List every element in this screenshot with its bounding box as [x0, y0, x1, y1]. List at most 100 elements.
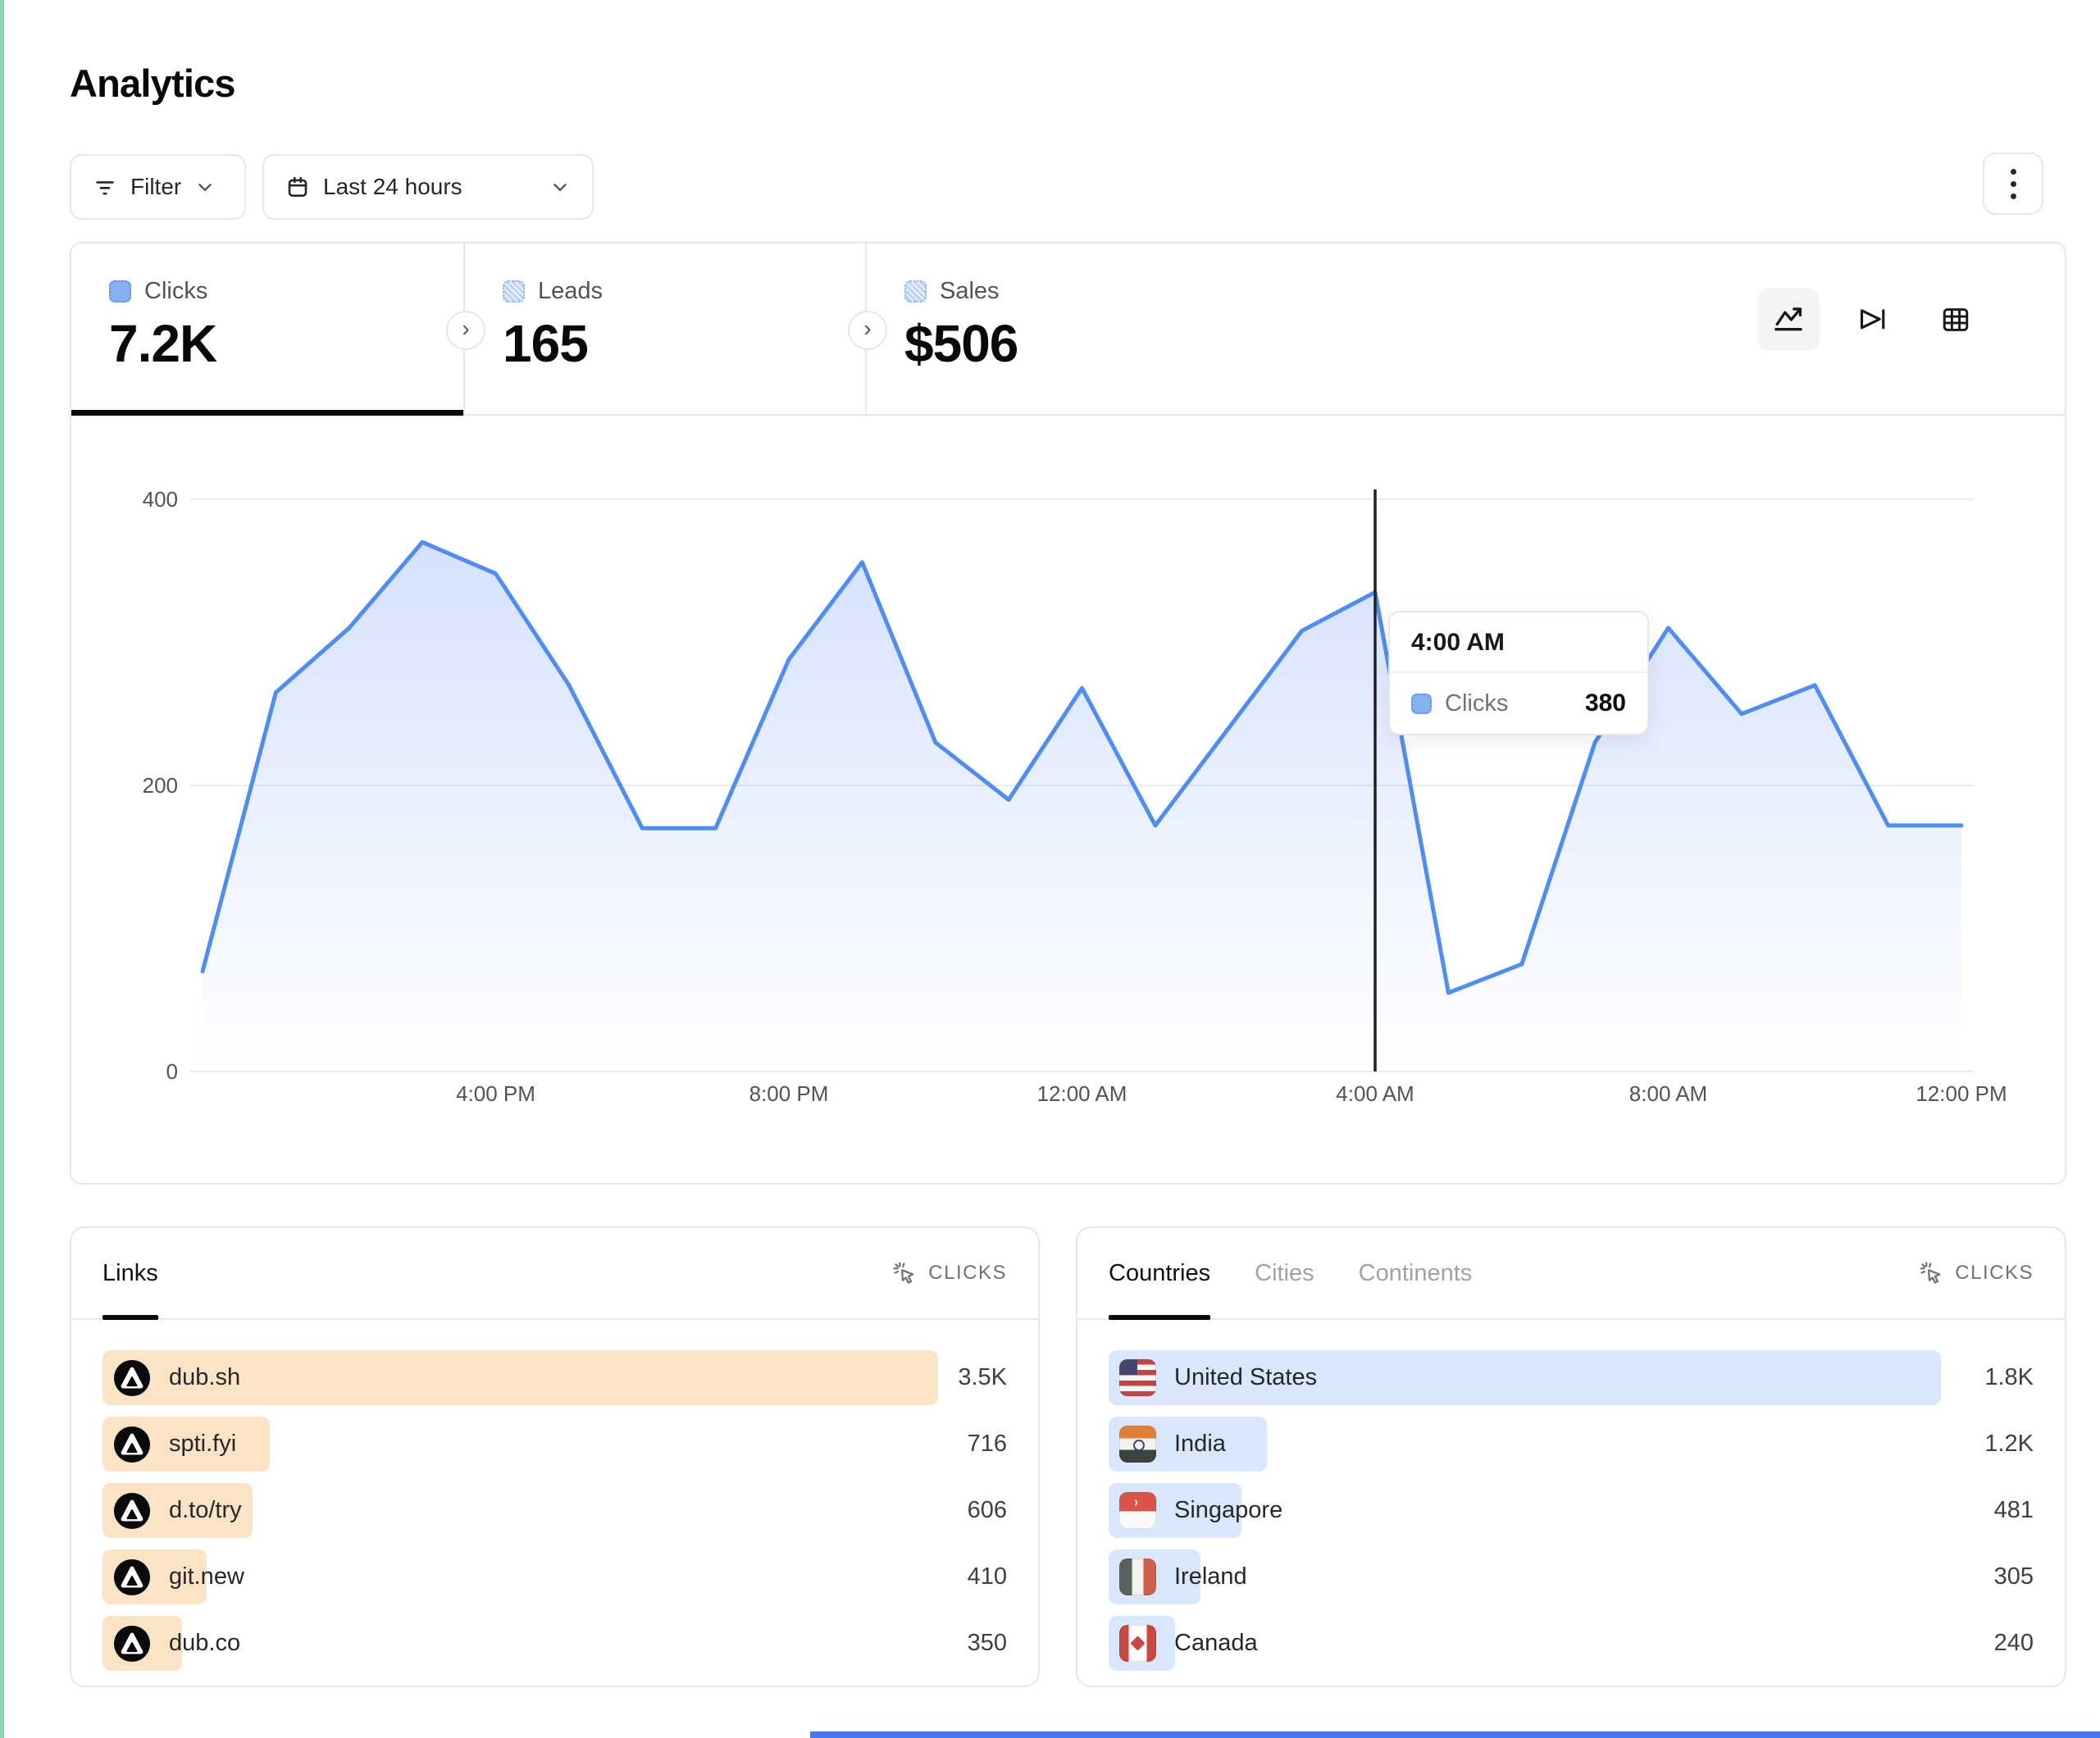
bar-fill — [1109, 1350, 1941, 1405]
stat-label: Sales — [940, 278, 1000, 304]
expand-leads-chevron[interactable]: › — [848, 311, 887, 350]
country-value: 1.8K — [1984, 1364, 2034, 1390]
sales-swatch — [904, 280, 927, 303]
chevron-down-icon — [549, 176, 571, 198]
countries-tab-countries[interactable]: Countries — [1109, 1228, 1211, 1320]
stat-label: Clicks — [144, 278, 208, 304]
dub-logo-icon — [113, 1625, 151, 1663]
filter-icon — [93, 175, 117, 199]
country-row[interactable]: Canada 240 — [1109, 1616, 2034, 1671]
countries-tab-continents[interactable]: Continents — [1358, 1259, 1473, 1286]
countries-tab-cities[interactable]: Cities — [1255, 1259, 1314, 1286]
link-label: dub.co — [169, 1630, 241, 1656]
stat-label: Leads — [538, 278, 604, 304]
analytics-chart-card: Clicks 7.2K Leads 165 Sales $506 › › 4:00 PM 8… — [70, 242, 2066, 1185]
clicks-area-chart[interactable] — [71, 243, 2065, 1183]
clicks-swatch — [109, 280, 131, 303]
table-view-button[interactable] — [1925, 289, 1987, 351]
stat-tab-sales[interactable]: Sales $506 — [867, 243, 2065, 414]
link-value: 716 — [967, 1431, 1007, 1457]
in-flag-icon — [1119, 1426, 1156, 1463]
stat-tab-leads[interactable]: Leads 165 — [465, 243, 867, 414]
country-value: 481 — [1993, 1497, 2034, 1523]
sg-flag-icon — [1119, 1492, 1156, 1529]
chevron-down-icon — [194, 176, 216, 198]
page-title: Analytics — [70, 61, 236, 105]
active-tab-underline — [71, 410, 463, 416]
links-panel-tabs: Links — [102, 1228, 158, 1320]
country-label: India — [1174, 1431, 1226, 1457]
expand-clicks-chevron[interactable]: › — [446, 311, 485, 350]
ie-flag-icon — [1119, 1558, 1156, 1595]
country-label: United States — [1174, 1364, 1318, 1390]
chart-tooltip: 4:00 AM Clicks 380 — [1388, 611, 1649, 735]
country-row[interactable]: India 1.2K — [1109, 1417, 2034, 1472]
link-value: 350 — [967, 1630, 1007, 1656]
link-label: d.to/try — [169, 1497, 242, 1523]
x-tick-label: 8:00 PM — [749, 1081, 829, 1106]
tooltip-time: 4:00 AM — [1390, 612, 1647, 673]
tooltip-value: 380 — [1584, 689, 1626, 717]
date-range-button[interactable]: Last 24 hours — [262, 154, 594, 220]
date-range-label: Last 24 hours — [323, 174, 462, 199]
link-row[interactable]: dub.co 350 — [102, 1616, 1007, 1671]
countries-metric-label: CLICKS — [1955, 1262, 2034, 1284]
link-row[interactable]: git.new 410 — [102, 1549, 1007, 1604]
filter-button-label: Filter — [130, 174, 182, 199]
countries-panel-tabs: Countries Cities Continents — [1109, 1228, 1473, 1320]
links-metric[interactable]: CLICKS — [891, 1260, 1007, 1286]
countries-rows: United States 1.8K India 1.2K Singapore 481 Ir… — [1077, 1320, 2065, 1671]
country-row[interactable]: Ireland 305 — [1109, 1549, 2034, 1604]
cursor-click-icon — [1920, 1262, 1941, 1284]
x-tick-label: 12:00 AM — [1036, 1081, 1127, 1106]
countries-panel-header: Countries Cities Continents CLICKS — [1077, 1228, 2065, 1320]
link-value: 410 — [967, 1563, 1007, 1590]
tooltip-series-label: Clicks — [1445, 689, 1509, 717]
chart-view-toggles — [1757, 289, 1987, 351]
link-row[interactable]: spti.fyi 716 — [102, 1417, 1007, 1472]
link-row[interactable]: dub.sh 3.5K — [102, 1350, 1007, 1405]
link-row[interactable]: d.to/try 606 — [102, 1483, 1007, 1538]
links-rows: dub.sh 3.5K spti.fyi 716 d.to/try 606 git.n… — [71, 1320, 1038, 1671]
countries-metric[interactable]: CLICKS — [1918, 1260, 2034, 1286]
dub-logo-icon — [113, 1558, 151, 1596]
clicks-series-swatch — [1411, 693, 1432, 714]
dub-logo-icon — [113, 1359, 151, 1397]
dub-logo-icon — [113, 1426, 151, 1463]
y-tick-label: 200 — [142, 773, 178, 798]
table-grid-icon — [1943, 308, 1969, 331]
country-label: Singapore — [1174, 1497, 1283, 1523]
countries-panel: Countries Cities Continents CLICKS United … — [1076, 1226, 2066, 1687]
x-tick-label: 4:00 AM — [1336, 1081, 1414, 1106]
leads-swatch — [503, 280, 525, 303]
link-label: spti.fyi — [169, 1431, 237, 1457]
bottom-edge-bar — [810, 1731, 2100, 1738]
funnel-chart-icon — [1860, 309, 1885, 330]
links-metric-label: CLICKS — [928, 1262, 1007, 1284]
cursor-click-icon — [893, 1262, 914, 1284]
kebab-menu-icon — [2010, 168, 2016, 199]
funnel-chart-view-button[interactable] — [1841, 289, 1903, 351]
line-chart-view-button[interactable] — [1757, 289, 1820, 351]
calendar-icon — [285, 175, 310, 199]
filter-button[interactable]: Filter — [70, 154, 246, 220]
links-tab-links[interactable]: Links — [102, 1228, 158, 1320]
x-tick-label: 12:00 PM — [1916, 1081, 2007, 1106]
links-panel: Links CLICKS dub.sh 3.5K spti.fyi 716 d.to… — [70, 1226, 1040, 1687]
country-row[interactable]: Singapore 481 — [1109, 1483, 2034, 1538]
link-label: git.new — [169, 1563, 244, 1590]
more-options-button[interactable] — [1983, 152, 2043, 215]
ca-flag-icon — [1119, 1625, 1156, 1662]
country-value: 240 — [1993, 1630, 2034, 1656]
y-tick-label: 0 — [166, 1059, 178, 1084]
country-row[interactable]: United States 1.8K — [1109, 1350, 2034, 1405]
stat-tab-clicks[interactable]: Clicks 7.2K — [71, 243, 465, 416]
country-label: Canada — [1174, 1630, 1258, 1656]
line-chart-icon — [1774, 307, 1802, 331]
bar-fill — [102, 1350, 938, 1405]
x-tick-label: 8:00 AM — [1629, 1081, 1708, 1106]
country-value: 305 — [1993, 1563, 2034, 1590]
link-value: 606 — [967, 1497, 1007, 1523]
x-tick-label: 4:00 PM — [456, 1081, 535, 1106]
